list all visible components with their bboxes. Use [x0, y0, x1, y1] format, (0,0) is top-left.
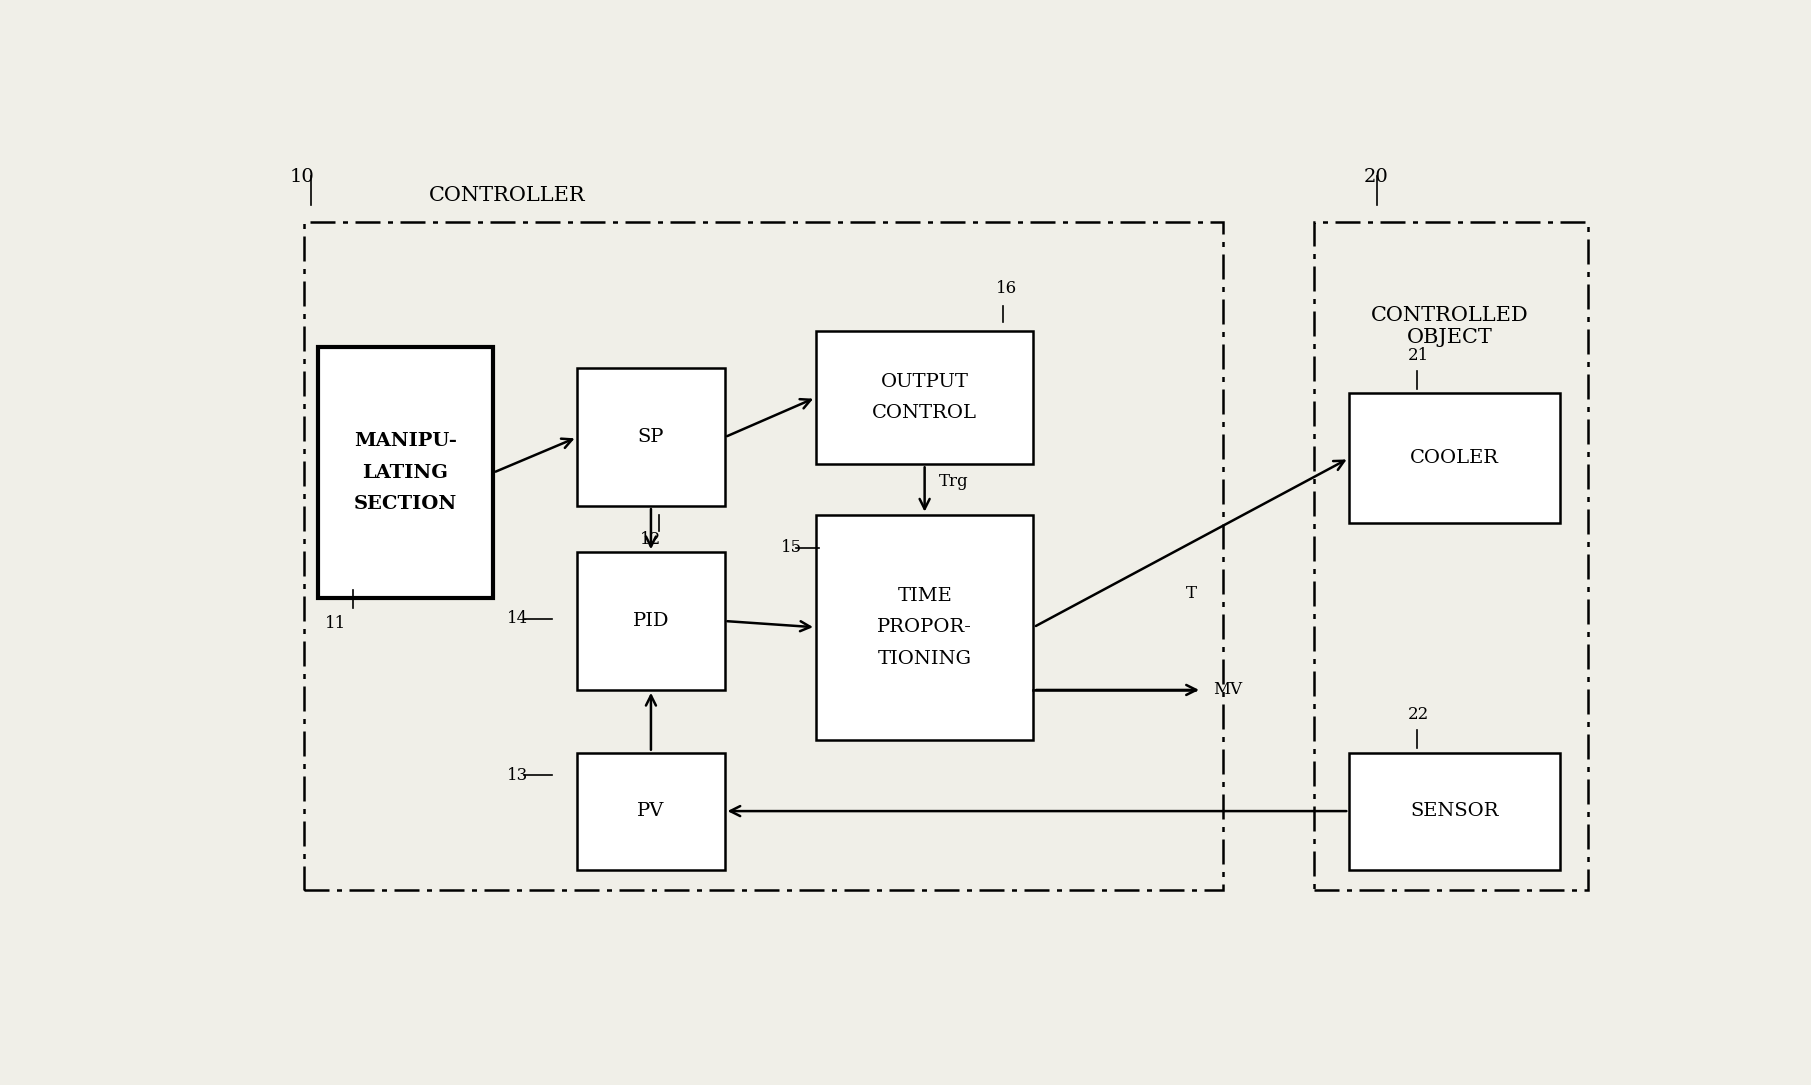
Text: MV: MV [1213, 681, 1242, 699]
Bar [304, 222, 1222, 891]
Text: 14: 14 [507, 611, 529, 627]
Bar [578, 552, 724, 690]
Bar [1315, 222, 1588, 891]
Text: 12: 12 [641, 532, 661, 548]
Text: CONTROLLER: CONTROLLER [429, 187, 585, 205]
Text: 10: 10 [290, 168, 315, 186]
Text: TIONING: TIONING [878, 650, 973, 668]
Bar [317, 347, 493, 598]
Text: SP: SP [637, 429, 665, 446]
Bar [1349, 753, 1559, 869]
Text: T: T [1186, 585, 1197, 602]
Text: PROPOR-: PROPOR- [877, 618, 973, 636]
Text: 11: 11 [324, 615, 346, 631]
Text: LATING: LATING [362, 463, 449, 482]
Text: 16: 16 [996, 280, 1016, 297]
Text: Trg: Trg [938, 473, 969, 489]
Text: CONTROL: CONTROL [873, 405, 978, 422]
Bar [817, 331, 1034, 464]
Text: 20: 20 [1364, 168, 1387, 186]
Bar [1349, 394, 1559, 523]
Text: PV: PV [637, 802, 665, 820]
Text: CONTROLLED
OBJECT: CONTROLLED OBJECT [1371, 306, 1528, 346]
Text: COOLER: COOLER [1411, 449, 1500, 468]
Text: 22: 22 [1409, 706, 1429, 724]
Text: OUTPUT: OUTPUT [880, 372, 969, 391]
Bar [578, 753, 724, 869]
Text: SECTION: SECTION [353, 496, 456, 513]
Text: 13: 13 [507, 767, 529, 783]
Text: SENSOR: SENSOR [1411, 802, 1500, 820]
Text: 15: 15 [781, 539, 802, 557]
Bar [817, 514, 1034, 740]
Text: MANIPU-: MANIPU- [353, 432, 456, 450]
Text: TIME: TIME [896, 587, 953, 604]
Text: PID: PID [632, 612, 670, 630]
Bar [578, 368, 724, 506]
Text: 21: 21 [1409, 347, 1429, 365]
